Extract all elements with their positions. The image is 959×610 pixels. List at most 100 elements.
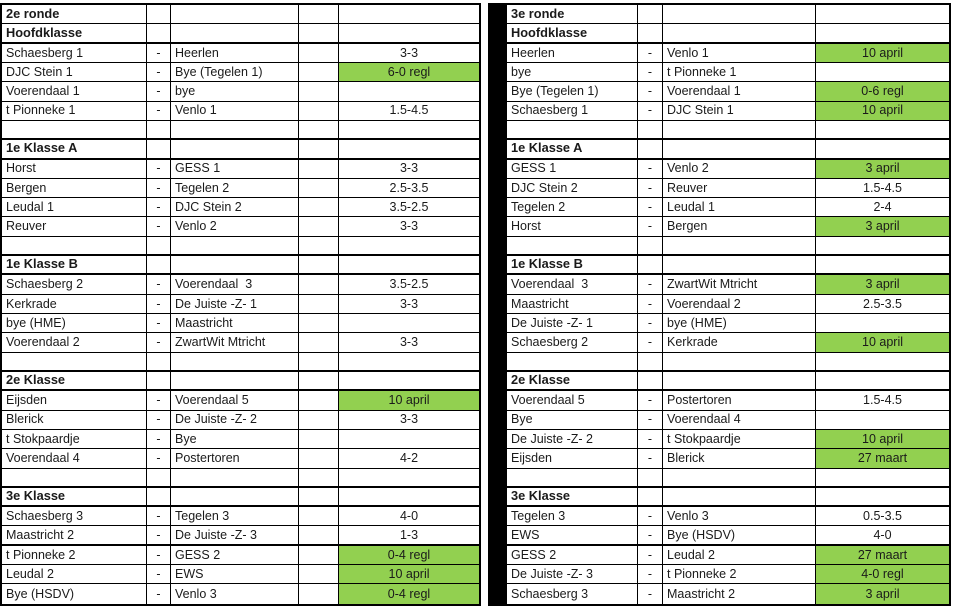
- cell-spacer[interactable]: [299, 410, 339, 429]
- cell-away-team[interactable]: DJC Stein 2: [171, 198, 299, 217]
- cell-separator[interactable]: -: [147, 101, 171, 120]
- cell-separator[interactable]: -: [638, 294, 663, 313]
- empty-cell[interactable]: [339, 469, 479, 486]
- cell-separator[interactable]: -: [638, 178, 663, 198]
- cell-home-team[interactable]: Maastricht 2: [2, 526, 147, 544]
- cell-away-team[interactable]: ZwartWit Mtricht: [171, 333, 299, 352]
- cell-separator[interactable]: -: [147, 178, 171, 198]
- empty-cell[interactable]: [816, 469, 949, 486]
- cell-home-team[interactable]: Blerick: [2, 410, 147, 429]
- cell-result[interactable]: 1.5-4.5: [863, 393, 902, 408]
- cell-spacer[interactable]: [299, 101, 339, 120]
- cell-home-team[interactable]: t Pionneke 1: [2, 101, 147, 120]
- cell-away-team[interactable]: De Juiste -Z- 2: [171, 410, 299, 429]
- cell-away-team[interactable]: ZwartWit Mtricht: [663, 275, 816, 294]
- section-title-cell[interactable]: 3e Klasse: [507, 487, 638, 506]
- empty-cell[interactable]: [2, 120, 147, 139]
- cell-away-team[interactable]: Bye (HSDV): [663, 526, 816, 544]
- empty-cell[interactable]: [147, 468, 171, 486]
- cell-separator[interactable]: -: [638, 159, 663, 178]
- cell-separator[interactable]: -: [147, 507, 171, 526]
- empty-cell[interactable]: [507, 468, 638, 486]
- section-title-cell[interactable]: 1e Klasse B: [507, 256, 638, 274]
- section-title-cell[interactable]: Hoofdklasse: [2, 24, 147, 42]
- cell-separator[interactable]: -: [147, 449, 171, 468]
- cell-home-team[interactable]: Schaesberg 2: [2, 275, 147, 294]
- empty-cell[interactable]: [147, 120, 171, 139]
- cell-spacer[interactable]: [299, 584, 339, 604]
- cell-separator[interactable]: -: [638, 314, 663, 333]
- cell-away-team[interactable]: Voerendaal 3: [171, 275, 299, 294]
- cell-home-team[interactable]: Eijsden: [2, 391, 147, 410]
- cell-result[interactable]: 3-3: [399, 412, 419, 427]
- empty-cell[interactable]: [638, 236, 663, 255]
- cell-result[interactable]: 3-3: [399, 296, 419, 311]
- cell-separator[interactable]: -: [147, 275, 171, 294]
- empty-cell[interactable]: [638, 468, 663, 486]
- cell-spacer[interactable]: [299, 198, 339, 217]
- empty-cell[interactable]: [816, 372, 949, 389]
- empty-cell[interactable]: [171, 236, 299, 255]
- cell-away-team[interactable]: t Pionneke 2: [663, 565, 816, 584]
- section-title-cell[interactable]: 3e Klasse: [2, 487, 147, 506]
- cell-result[interactable]: 0-6 regl: [816, 82, 949, 101]
- empty-cell[interactable]: [147, 352, 171, 370]
- empty-cell[interactable]: [663, 352, 816, 370]
- cell-away-team[interactable]: GESS 1: [171, 159, 299, 178]
- cell-result[interactable]: 4-0 regl: [816, 565, 949, 584]
- empty-cell[interactable]: [147, 236, 171, 255]
- cell-result[interactable]: 1.5-4.5: [863, 180, 902, 195]
- cell-separator[interactable]: -: [638, 449, 663, 468]
- cell-result[interactable]: [816, 314, 949, 332]
- cell-separator[interactable]: -: [638, 507, 663, 526]
- cell-home-team[interactable]: t Pionneke 2: [2, 545, 147, 565]
- cell-separator[interactable]: -: [147, 294, 171, 313]
- empty-cell[interactable]: [816, 24, 949, 41]
- cell-result[interactable]: [339, 430, 479, 448]
- cell-result[interactable]: 3-3: [399, 45, 419, 60]
- empty-cell[interactable]: [147, 140, 171, 158]
- cell-away-team[interactable]: Venlo 3: [663, 507, 816, 526]
- empty-cell[interactable]: [299, 236, 339, 255]
- cell-spacer[interactable]: [299, 43, 339, 62]
- empty-cell[interactable]: [171, 24, 299, 42]
- cell-away-team[interactable]: EWS: [171, 565, 299, 584]
- cell-spacer[interactable]: [299, 82, 339, 101]
- section-title-cell[interactable]: Hoofdklasse: [507, 24, 638, 42]
- cell-home-team[interactable]: DJC Stein 1: [2, 62, 147, 82]
- empty-cell[interactable]: [638, 140, 663, 158]
- empty-cell[interactable]: [2, 352, 147, 370]
- cell-away-team[interactable]: Venlo 2: [171, 217, 299, 236]
- cell-separator[interactable]: -: [147, 410, 171, 429]
- cell-home-team[interactable]: Voerendaal 2: [2, 333, 147, 352]
- cell-home-team[interactable]: Kerkrade: [2, 294, 147, 313]
- cell-home-team[interactable]: Schaesberg 3: [2, 507, 147, 526]
- round-title-cell[interactable]: 3e ronde: [507, 5, 638, 24]
- empty-cell[interactable]: [299, 5, 339, 24]
- cell-spacer[interactable]: [299, 391, 339, 410]
- cell-away-team[interactable]: Venlo 1: [663, 43, 816, 62]
- cell-separator[interactable]: -: [147, 314, 171, 333]
- cell-home-team[interactable]: Horst: [507, 217, 638, 236]
- empty-cell[interactable]: [339, 24, 479, 41]
- cell-away-team[interactable]: Voerendaal 2: [663, 294, 816, 313]
- cell-separator[interactable]: -: [147, 333, 171, 352]
- cell-home-team[interactable]: bye (HME): [2, 314, 147, 333]
- empty-cell[interactable]: [299, 487, 339, 506]
- cell-away-team[interactable]: De Juiste -Z- 1: [171, 294, 299, 313]
- empty-cell[interactable]: [299, 24, 339, 42]
- cell-home-team[interactable]: Schaesberg 1: [507, 101, 638, 120]
- cell-home-team[interactable]: Tegelen 2: [507, 198, 638, 217]
- cell-result[interactable]: 0-4 regl: [339, 584, 479, 604]
- cell-spacer[interactable]: [299, 217, 339, 236]
- cell-away-team[interactable]: Leudal 1: [663, 198, 816, 217]
- cell-separator[interactable]: -: [147, 43, 171, 62]
- section-title-cell[interactable]: 1e Klasse A: [2, 140, 147, 158]
- cell-separator[interactable]: -: [638, 43, 663, 62]
- cell-result[interactable]: 2-4: [873, 200, 892, 215]
- cell-separator[interactable]: -: [638, 333, 663, 352]
- empty-cell[interactable]: [147, 24, 171, 42]
- empty-cell[interactable]: [507, 120, 638, 139]
- cell-separator[interactable]: -: [638, 584, 663, 604]
- cell-away-team[interactable]: bye: [171, 82, 299, 101]
